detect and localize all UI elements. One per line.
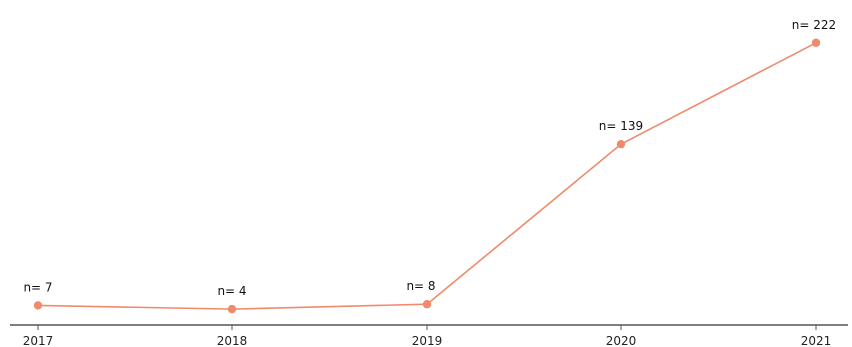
- data-point: [227, 304, 237, 314]
- x-ticks: 2017 2018 2019 2020 2021: [23, 325, 832, 347]
- data-label: n= 8: [406, 279, 435, 293]
- x-tick-label: 2017: [23, 334, 54, 347]
- data-label: n= 139: [599, 119, 643, 133]
- x-tick-label: 2018: [217, 334, 248, 347]
- x-tick-label: 2021: [801, 334, 832, 347]
- x-tick-label: 2019: [412, 334, 443, 347]
- data-labels: n= 7 n= 4 n= 8 n= 139 n= 222: [23, 18, 836, 298]
- data-point: [33, 301, 43, 310]
- series-line: [37, 42, 817, 310]
- x-tick-label: 2020: [606, 334, 637, 347]
- data-point: [616, 139, 626, 149]
- data-label: n= 7: [23, 280, 52, 294]
- data-point: [811, 38, 821, 47]
- series-layer: [33, 38, 821, 314]
- data-label: n= 222: [792, 18, 836, 32]
- data-label: n= 4: [217, 284, 246, 298]
- data-point: [422, 300, 432, 309]
